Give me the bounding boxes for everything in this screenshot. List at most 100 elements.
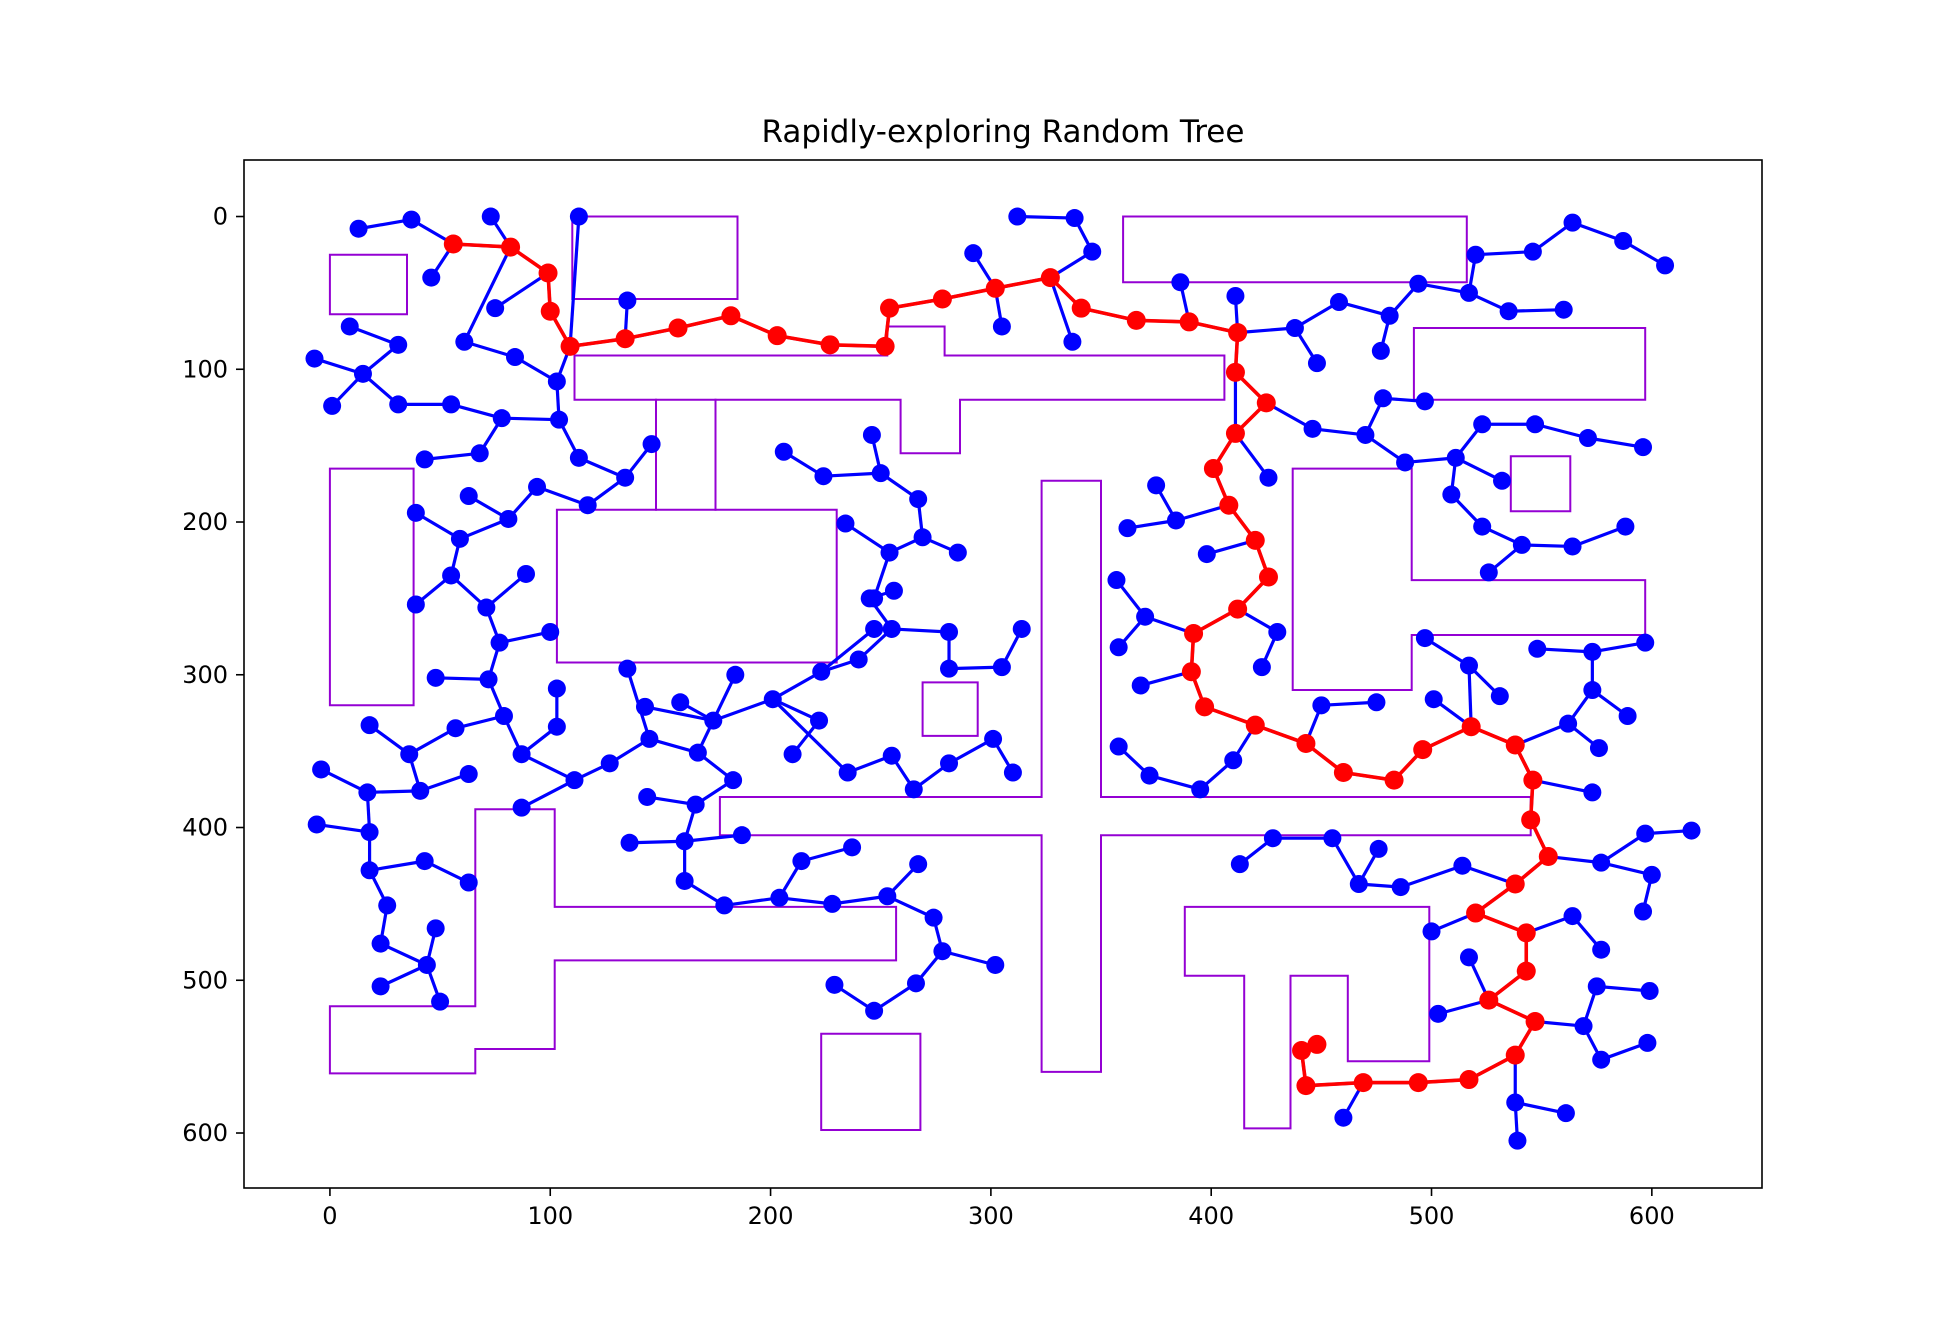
- tree-node: [360, 861, 379, 880]
- y-tick-label: 200: [182, 508, 228, 536]
- tree-node: [1640, 981, 1659, 1000]
- path-node: [1479, 990, 1499, 1010]
- tree-node: [431, 992, 450, 1011]
- tree-edge: [1508, 308, 1564, 313]
- tree-edge: [1571, 525, 1626, 548]
- tree-node: [880, 543, 899, 562]
- tree-node: [774, 442, 793, 461]
- obstacle-3: [1122, 215, 1468, 284]
- tree-node: [704, 711, 723, 730]
- tree-edge: [942, 949, 996, 967]
- tree-node: [494, 707, 513, 726]
- tree-node: [1479, 563, 1498, 582]
- tree-node: [913, 528, 932, 547]
- tree-node: [312, 760, 331, 779]
- tree-node: [400, 745, 419, 764]
- tree-node: [1107, 571, 1126, 590]
- tree-node: [1634, 438, 1653, 457]
- tree-node: [417, 955, 436, 974]
- tree-node: [1656, 256, 1675, 275]
- tree-edge: [820, 627, 876, 673]
- x-tick-label: 400: [1188, 1202, 1234, 1230]
- path-node: [538, 263, 558, 283]
- tree-node: [512, 798, 531, 817]
- path-edge: [453, 242, 511, 249]
- tree-node: [1307, 354, 1326, 373]
- tree-edge: [629, 839, 685, 845]
- tree-node: [1230, 855, 1249, 874]
- tree-node: [565, 771, 584, 790]
- path-node: [1296, 734, 1316, 754]
- tree-node: [1459, 283, 1478, 302]
- tree-edge: [1321, 700, 1377, 707]
- y-tick-label: 100: [182, 355, 228, 383]
- tree-node: [792, 852, 811, 871]
- tree-node: [371, 977, 390, 996]
- path-node: [1516, 923, 1536, 943]
- tree-node: [640, 729, 659, 748]
- tree-edge: [771, 670, 823, 701]
- path-node: [1538, 847, 1558, 867]
- path-nodes-layer: [443, 234, 1558, 1096]
- tree-edge: [568, 216, 581, 347]
- tree-node: [1197, 545, 1216, 564]
- tree-node: [984, 729, 1003, 748]
- tree-node: [378, 896, 397, 915]
- tree-node: [812, 662, 831, 681]
- path-node: [1184, 624, 1204, 644]
- tree-edge: [462, 246, 513, 343]
- tree-node: [843, 838, 862, 857]
- tree-edge: [712, 697, 774, 723]
- tree-node: [1356, 425, 1375, 444]
- tree-node: [459, 765, 478, 784]
- tree-node: [1422, 922, 1441, 941]
- tree-node: [884, 581, 903, 600]
- tree-node: [1466, 245, 1485, 264]
- tree-node: [1263, 829, 1282, 848]
- tree-node: [1012, 619, 1031, 638]
- tree-node: [909, 490, 928, 509]
- tree-node: [1499, 302, 1518, 321]
- tree-node: [715, 896, 734, 915]
- tree-node: [1369, 839, 1388, 858]
- path-node: [1245, 530, 1265, 550]
- tree-node: [1285, 319, 1304, 338]
- tree-node: [1642, 865, 1661, 884]
- tree-node: [1563, 213, 1582, 232]
- tree-node: [528, 477, 547, 496]
- tree-node: [1554, 300, 1573, 319]
- tree-node: [686, 795, 705, 814]
- tree-node: [933, 942, 952, 961]
- tree-node: [512, 745, 531, 764]
- tree-node: [1506, 1093, 1525, 1112]
- tree-node: [499, 509, 518, 528]
- tree-node: [477, 598, 496, 617]
- x-tick-label: 0: [322, 1202, 337, 1230]
- tree-node: [964, 244, 983, 263]
- tree-node: [635, 697, 654, 716]
- tree-node: [638, 787, 657, 806]
- path-node: [1466, 903, 1486, 923]
- tree-node: [865, 1001, 884, 1020]
- tree-node: [940, 622, 959, 641]
- obstacle-9: [718, 479, 1532, 1073]
- path-node: [1505, 735, 1525, 755]
- tree-node: [415, 450, 434, 469]
- tree-node: [940, 754, 959, 773]
- tree-node: [492, 409, 511, 428]
- tree-node: [1252, 658, 1271, 677]
- path-node: [1516, 961, 1536, 981]
- tree-node: [1583, 783, 1602, 802]
- tree-node: [671, 693, 690, 712]
- path-node: [1071, 298, 1091, 318]
- obstacle-2: [571, 215, 739, 300]
- path-node: [1258, 567, 1278, 587]
- tree-edge: [424, 451, 480, 461]
- path-node: [1181, 662, 1201, 682]
- path-node: [560, 336, 580, 356]
- path-node: [820, 335, 840, 355]
- tree-node: [1268, 622, 1287, 641]
- tree-node: [882, 746, 901, 765]
- tree-node: [1508, 1131, 1527, 1150]
- tree-edge: [1475, 250, 1533, 257]
